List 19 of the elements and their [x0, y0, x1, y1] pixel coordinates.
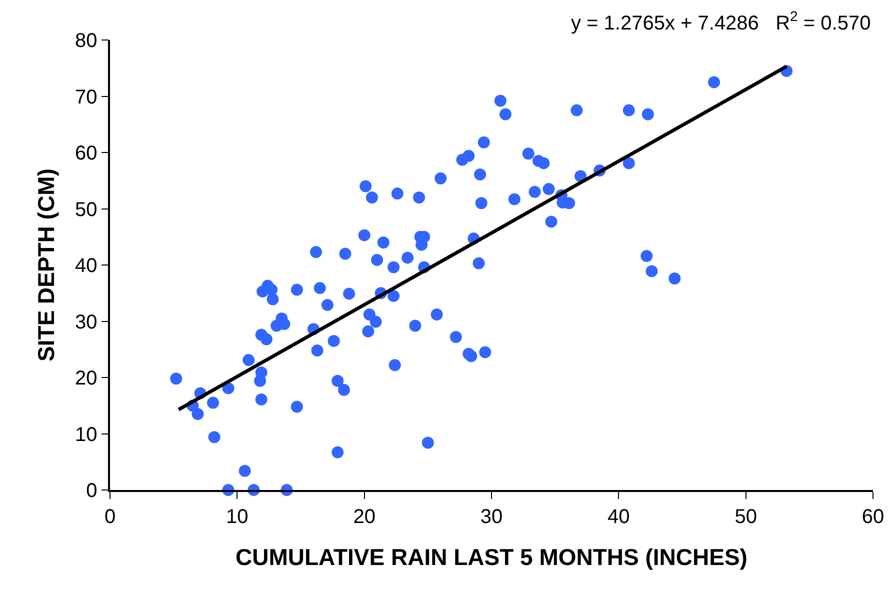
x-tick-label: 0 — [104, 506, 116, 528]
x-tick-label: 40 — [608, 506, 630, 528]
x-tick-label: 60 — [862, 506, 884, 528]
x-axis-title: CUMULATIVE RAIN LAST 5 MONTHS (INCHES) — [236, 544, 748, 570]
y-tick-label: 0 — [86, 480, 98, 502]
text: y = 1.2765x + 7.4286 R$^{2}$ = 0.570 — [571, 8, 871, 34]
x-tick-label: 10 — [226, 506, 248, 528]
y-tick-label: 80 — [75, 30, 98, 52]
y-tick-label: 40 — [75, 255, 98, 277]
y-tick-label: 20 — [75, 368, 98, 390]
x-tick-label: 30 — [480, 506, 503, 528]
y-axis-title: SITE DEPTH (CM) — [32, 168, 59, 362]
y-tick-label: 10 — [75, 424, 98, 446]
y-tick-label: 30 — [75, 311, 98, 334]
y-tick-label: 70 — [75, 86, 98, 108]
x-tick-label: 20 — [353, 506, 376, 528]
y-tick-label: 60 — [75, 142, 98, 164]
x-tick-label: 50 — [734, 506, 757, 528]
y-tick-label: 50 — [75, 198, 98, 221]
